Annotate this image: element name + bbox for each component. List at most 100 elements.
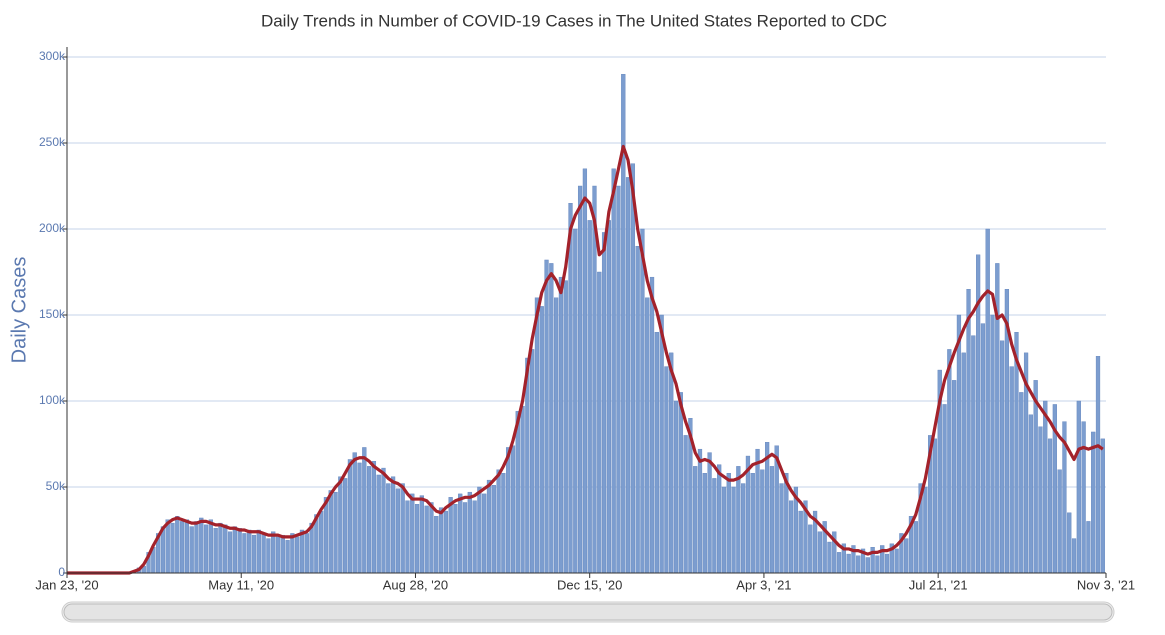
bar bbox=[654, 332, 659, 574]
bar bbox=[386, 483, 391, 574]
bar bbox=[467, 491, 472, 574]
bar bbox=[717, 464, 722, 574]
bar bbox=[856, 555, 861, 574]
bar bbox=[573, 228, 578, 574]
bar bbox=[683, 435, 688, 574]
bar bbox=[304, 533, 309, 574]
bar bbox=[194, 521, 199, 574]
bar bbox=[1095, 356, 1101, 574]
bar bbox=[338, 476, 343, 574]
bar bbox=[376, 474, 381, 574]
bar bbox=[544, 259, 549, 574]
bar bbox=[165, 519, 170, 574]
bar bbox=[980, 323, 986, 574]
bar bbox=[673, 400, 679, 574]
bar bbox=[184, 519, 190, 574]
bar bbox=[769, 466, 775, 574]
x-tick-label: May 11, '20 bbox=[208, 577, 274, 592]
bar bbox=[319, 510, 324, 574]
bar bbox=[266, 538, 271, 574]
bar bbox=[990, 314, 995, 574]
bar bbox=[189, 526, 194, 574]
bar bbox=[836, 552, 842, 574]
bar bbox=[961, 352, 966, 574]
bar bbox=[678, 392, 683, 574]
bar bbox=[1033, 380, 1038, 574]
bar bbox=[400, 483, 405, 574]
bar bbox=[429, 502, 434, 574]
bar bbox=[798, 510, 803, 574]
bar bbox=[606, 220, 611, 574]
scrollbar[interactable] bbox=[61, 601, 1115, 623]
bar bbox=[558, 276, 564, 574]
y-tick-label: 100k bbox=[39, 393, 66, 407]
bar bbox=[817, 531, 822, 574]
y-tick-label: 300k bbox=[39, 49, 66, 63]
bar bbox=[788, 500, 794, 574]
bar bbox=[1047, 438, 1053, 574]
bar bbox=[707, 452, 712, 574]
bar bbox=[290, 533, 295, 574]
bar bbox=[333, 491, 338, 574]
bar bbox=[438, 507, 444, 574]
bar bbox=[477, 486, 482, 574]
bar bbox=[1100, 438, 1105, 574]
bar bbox=[223, 524, 228, 574]
bar bbox=[702, 473, 707, 574]
y-tick-label: 200k bbox=[39, 221, 66, 235]
bar bbox=[482, 493, 487, 574]
bar bbox=[630, 163, 635, 574]
bar bbox=[1086, 521, 1091, 574]
chart-title: Daily Trends in Number of COVID-19 Cases… bbox=[261, 11, 887, 30]
bar bbox=[726, 473, 731, 574]
bar bbox=[419, 495, 424, 574]
bar bbox=[592, 185, 597, 574]
bar bbox=[261, 533, 266, 574]
bar bbox=[947, 349, 952, 574]
bar bbox=[510, 445, 516, 574]
bar bbox=[453, 504, 458, 574]
bar bbox=[659, 314, 664, 574]
bar bbox=[611, 168, 616, 574]
bar bbox=[601, 232, 607, 574]
bar bbox=[554, 297, 559, 574]
scrollbar-thumb[interactable] bbox=[63, 603, 1113, 621]
average-line bbox=[67, 144, 1104, 575]
bar bbox=[1019, 392, 1024, 574]
bar bbox=[750, 473, 755, 574]
bar bbox=[827, 541, 832, 574]
bar bbox=[347, 459, 353, 574]
bar bbox=[362, 447, 367, 574]
bar bbox=[755, 448, 760, 574]
bar bbox=[563, 280, 568, 574]
bar bbox=[884, 553, 890, 574]
bar bbox=[1071, 538, 1077, 574]
y-axis-label: Daily Cases bbox=[8, 257, 30, 364]
bar bbox=[491, 485, 496, 574]
bar bbox=[865, 557, 870, 574]
bar bbox=[932, 438, 938, 574]
bar bbox=[952, 380, 957, 574]
bar bbox=[846, 553, 851, 574]
bar bbox=[1091, 431, 1096, 574]
bar bbox=[175, 516, 180, 574]
axes: 0 50k 100k 150k 200k 250k 300k Jan 23, '20 May 1… bbox=[35, 47, 1135, 592]
bar bbox=[237, 528, 242, 574]
bar bbox=[227, 531, 233, 574]
bar bbox=[179, 521, 185, 574]
bar bbox=[664, 366, 669, 574]
bar bbox=[410, 493, 415, 574]
bar bbox=[434, 516, 439, 574]
bar bbox=[295, 536, 300, 574]
bar bbox=[597, 271, 602, 574]
bar bbox=[366, 466, 372, 574]
bar bbox=[251, 534, 257, 574]
x-tick-label: Jul 21, '21 bbox=[909, 577, 968, 592]
bar bbox=[458, 493, 463, 574]
bar bbox=[568, 202, 573, 574]
bars bbox=[132, 73, 1105, 574]
bar bbox=[1009, 366, 1014, 574]
bar bbox=[247, 529, 252, 574]
bar bbox=[1014, 332, 1019, 574]
y-tick-label: 150k bbox=[39, 307, 66, 321]
